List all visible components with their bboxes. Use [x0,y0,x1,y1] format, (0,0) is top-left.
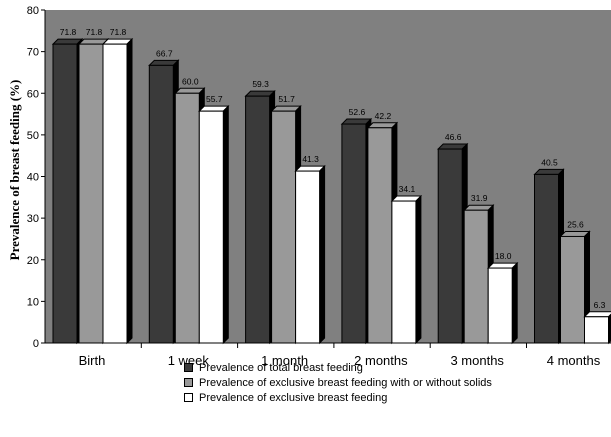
y-tick-label: 10 [27,296,39,308]
bar-front [534,173,559,344]
bar-front [463,209,489,344]
bar-front [198,110,224,344]
bar-side [319,164,326,345]
bar-front [341,123,367,344]
y-tick-label: 70 [27,47,39,59]
bar-side [415,194,422,345]
y-tick-label: 50 [27,130,39,142]
y-axis: 0 10 20 30 40 50 60 70 80 [27,5,46,350]
data-label: 52.6 [349,107,366,117]
data-label: 55.7 [206,94,223,104]
bar-front [148,64,174,344]
data-label: 71.8 [86,27,103,37]
legend-swatch [184,363,193,372]
y-tick-label: 80 [27,5,39,17]
x-tick-label: 2 months [354,353,408,368]
data-label: 41.3 [302,154,319,164]
data-label: 71.8 [110,27,127,37]
x-tick-label: 1 week [168,353,210,368]
bar-front [391,200,417,344]
bar [294,164,326,345]
y-tick-label: 60 [27,88,39,100]
bar-side [511,261,518,345]
data-label: 46.6 [445,132,462,142]
data-labels: 71.8 71.8 71.8 66.7 60.0 55.7 59.3 51.7 41.3 52.6… [60,27,606,310]
y-tick-label: 0 [33,338,39,350]
bar-front [487,267,513,344]
bars [51,37,611,345]
legend-item: Prevalence of total breast feeding [184,360,492,375]
bar [340,117,373,345]
bar [486,261,519,345]
data-label: 25.6 [567,219,584,229]
bar [198,104,230,345]
data-label: 59.3 [252,79,269,89]
legend-label: Prevalence of exclusive breast feeding [199,391,388,404]
data-label: 60.0 [182,76,199,86]
bar [583,311,611,345]
bar-front [437,148,463,344]
bar-front [560,235,585,344]
data-label: 18.0 [495,251,512,261]
bar-front [367,127,393,344]
x-tick-label: 4 months [547,353,601,368]
bar [390,194,423,345]
data-label: 42.2 [375,111,392,121]
bar [533,168,565,345]
bar-front [102,43,128,344]
data-label: 71.8 [60,27,77,37]
bar-front [174,92,200,344]
bar [559,230,591,345]
bar [101,37,134,345]
bar [51,37,84,345]
legend: Prevalence of total breast feeding Preval… [184,360,492,405]
bar [436,142,469,345]
bar [462,204,495,345]
legend-label: Prevalence of exclusive breast feeding w… [199,376,492,389]
bar-top [583,311,611,318]
y-tick-label: 30 [27,213,39,225]
legend-item: Prevalence of exclusive breast feeding [184,390,492,405]
bar-side [126,37,133,345]
y-tick-label: 20 [27,255,39,267]
x-tick-label: Birth [79,353,106,368]
data-label: 31.9 [471,193,488,203]
bar-front [78,43,104,344]
bar [244,89,276,345]
bar-front [245,95,271,344]
bar [148,59,180,345]
legend-item: Prevalence of exclusive breast feeding w… [184,375,492,390]
legend-swatch [184,393,193,402]
legend-swatch [184,378,193,387]
bar-side [222,104,229,345]
bar-front [271,110,297,344]
data-label: 34.1 [399,184,416,194]
bar-front [52,43,78,344]
data-label: 51.7 [278,94,295,104]
y-tick-label: 40 [27,172,39,184]
x-axis: Birth 1 week 1 month 2 months 3 months 4 mont… [45,342,611,368]
data-label: 40.5 [541,157,558,167]
x-tick-label: 3 months [450,353,504,368]
data-label: 66.7 [156,48,173,58]
legend-label: Prevalence of total breast feeding [199,361,363,374]
data-label: 6.3 [594,300,606,310]
bar-front [295,170,321,344]
y-axis-label: Prevalence of breast feeding (%) [7,80,22,261]
bar-front [584,316,609,344]
x-tick-label: 1 month [261,353,308,368]
